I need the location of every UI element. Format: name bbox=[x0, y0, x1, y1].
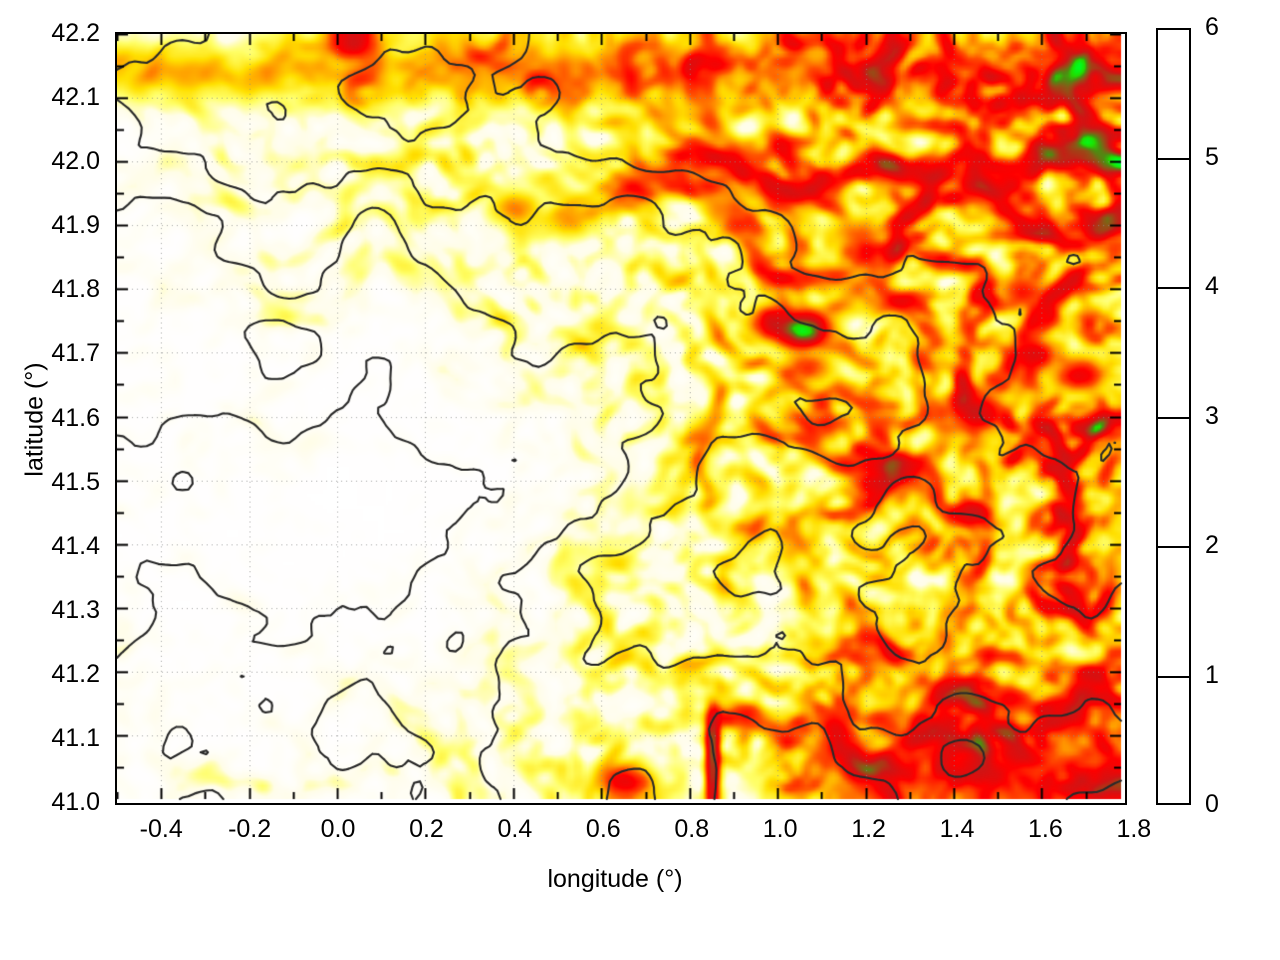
y-tick-label: 41.9 bbox=[51, 211, 100, 240]
x-tick-label: 1.0 bbox=[762, 815, 798, 843]
y-tick-label: 42.2 bbox=[51, 19, 100, 47]
x-tick-label: 1.6 bbox=[1028, 815, 1063, 843]
x-tick-label: 0.6 bbox=[585, 815, 621, 843]
colorbar-tick-label: 1 bbox=[1205, 660, 1219, 689]
x-tick-label: 1.4 bbox=[939, 815, 975, 843]
y-axis-title: latitude (°) bbox=[20, 362, 49, 477]
y-tick-label: 41.3 bbox=[51, 595, 100, 624]
colorbar-tick bbox=[1156, 287, 1191, 289]
colorbar-tick-label: 6 bbox=[1205, 13, 1219, 41]
x-tick-label: 1.8 bbox=[1116, 815, 1152, 843]
x-tick-label: 0.4 bbox=[497, 815, 533, 843]
y-tick-label: 41.5 bbox=[51, 467, 100, 496]
colorbar-tick bbox=[1156, 416, 1191, 419]
y-tick-label: 42.0 bbox=[51, 147, 100, 176]
colorbar-tick bbox=[1156, 675, 1191, 678]
y-tick-label: 41.1 bbox=[51, 723, 100, 752]
y-tick-label: 41.0 bbox=[51, 788, 100, 816]
colorbar-tick-label: 0 bbox=[1205, 790, 1219, 818]
colorbar-tick bbox=[1156, 157, 1191, 160]
y-tick-label: 41.8 bbox=[51, 275, 100, 304]
x-axis-title: longitude (°) bbox=[547, 865, 683, 893]
y-tick-label: 42.1 bbox=[51, 83, 100, 112]
x-tick-label: 1.2 bbox=[851, 815, 886, 843]
y-tick-label: 41.4 bbox=[51, 531, 100, 560]
colorbar-tick bbox=[1156, 546, 1191, 548]
x-tick-label: -0.2 bbox=[228, 815, 272, 843]
x-tick-label: 0.8 bbox=[674, 815, 710, 843]
y-tick-label: 41.2 bbox=[51, 659, 100, 688]
colorbar-tick-label: 4 bbox=[1205, 272, 1219, 300]
colorbar-tick-label: 3 bbox=[1205, 401, 1219, 430]
y-tick-label: 41.6 bbox=[51, 403, 100, 432]
x-tick-label: 0.2 bbox=[409, 815, 444, 843]
colorbar-tick-label: 5 bbox=[1205, 142, 1219, 171]
x-tick-label: -0.4 bbox=[139, 815, 183, 843]
x-tick-label: 0.0 bbox=[320, 815, 356, 843]
colorbar-tick-label: 2 bbox=[1205, 531, 1219, 559]
y-tick-label: 41.7 bbox=[51, 339, 100, 368]
plot-area bbox=[115, 32, 1127, 805]
tke-heatmap-canvas bbox=[117, 34, 1125, 803]
